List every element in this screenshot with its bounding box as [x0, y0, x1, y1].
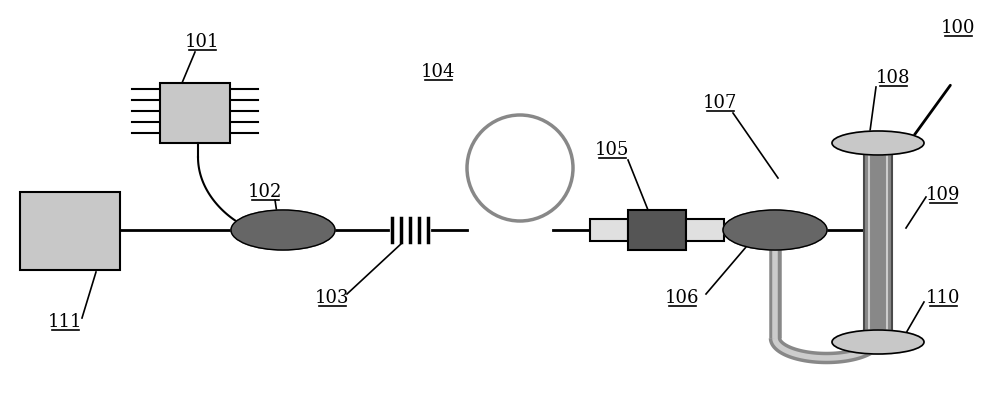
Text: 108: 108	[876, 69, 910, 87]
FancyBboxPatch shape	[160, 83, 230, 143]
Text: 100: 100	[941, 19, 975, 37]
Text: 106: 106	[665, 289, 699, 307]
Text: 109: 109	[926, 186, 960, 204]
Text: 111: 111	[48, 313, 82, 331]
Ellipse shape	[832, 131, 924, 155]
FancyBboxPatch shape	[628, 210, 686, 250]
FancyBboxPatch shape	[590, 219, 628, 241]
Text: 110: 110	[926, 289, 960, 307]
FancyBboxPatch shape	[20, 192, 120, 270]
Text: 104: 104	[421, 63, 455, 81]
Text: 101: 101	[185, 33, 219, 51]
Ellipse shape	[832, 330, 924, 354]
FancyBboxPatch shape	[864, 143, 892, 342]
Ellipse shape	[231, 210, 335, 250]
Text: 103: 103	[315, 289, 349, 307]
Ellipse shape	[723, 210, 827, 250]
Text: 107: 107	[703, 94, 737, 112]
Text: 105: 105	[595, 141, 629, 159]
Text: 102: 102	[248, 183, 282, 201]
FancyBboxPatch shape	[686, 219, 724, 241]
